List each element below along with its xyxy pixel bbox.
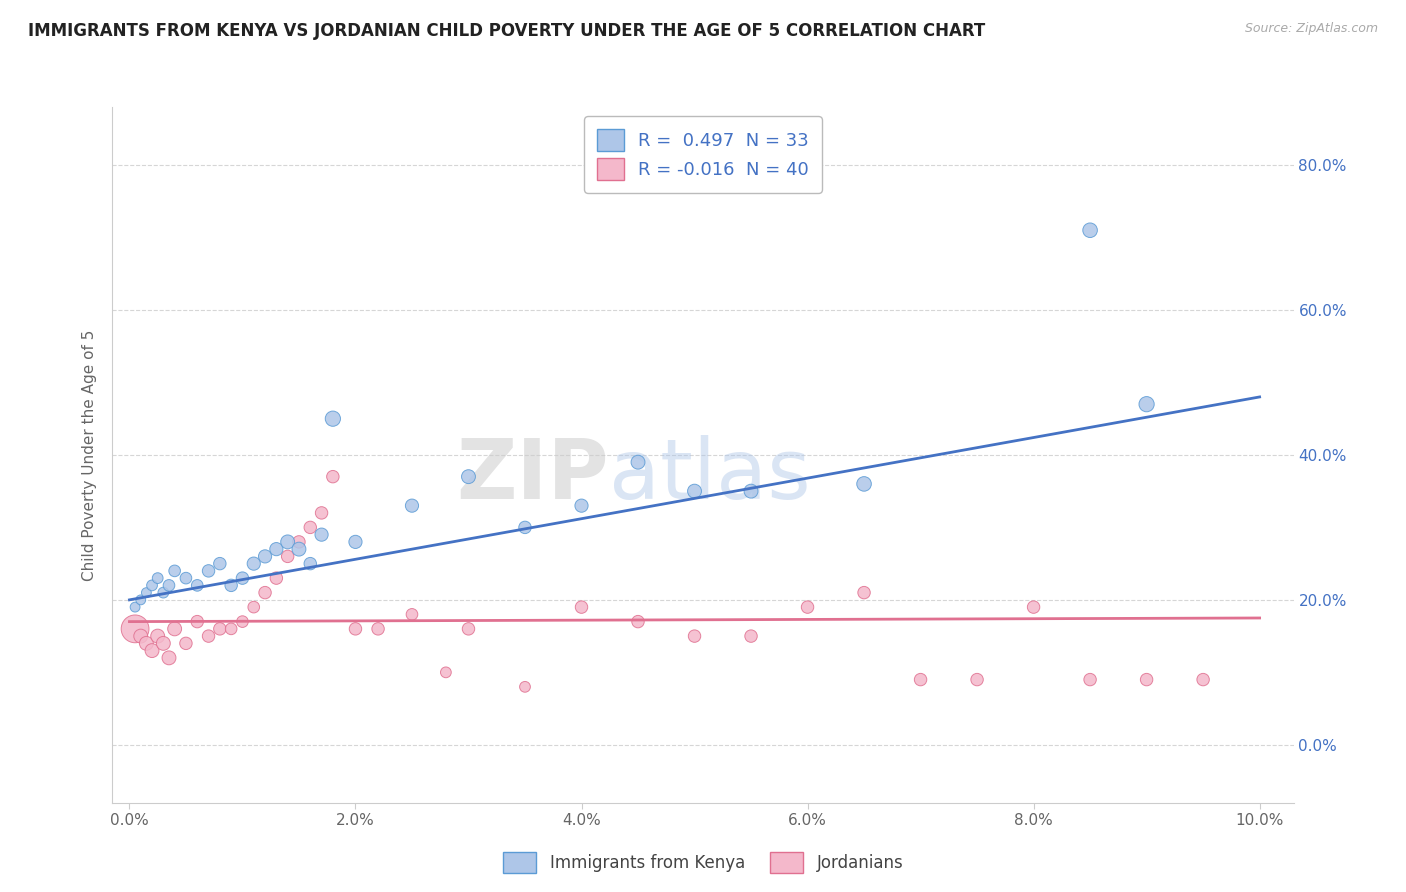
Point [311,506,333,520]
Point [740,629,762,643]
Point [311,527,333,541]
Point [513,520,536,534]
Y-axis label: Child Poverty Under the Age of 5: Child Poverty Under the Age of 5 [82,329,97,581]
Point [163,622,186,636]
Point [254,549,277,564]
Point [401,607,423,622]
Point [254,585,277,599]
Point [1192,673,1215,687]
Point [796,600,818,615]
Point [146,629,169,643]
Point [513,680,536,694]
Point [966,673,988,687]
Point [152,636,174,650]
Point [163,564,186,578]
Point [242,557,264,571]
Point [457,622,479,636]
Point [146,571,169,585]
Point [853,585,876,599]
Point [457,469,479,483]
Text: IMMIGRANTS FROM KENYA VS JORDANIAN CHILD POVERTY UNDER THE AGE OF 5 CORRELATION : IMMIGRANTS FROM KENYA VS JORDANIAN CHILD… [28,22,986,40]
Point [124,622,146,636]
Point [344,534,367,549]
Point [141,643,163,657]
Point [1136,673,1159,687]
Point [197,564,219,578]
Point [231,615,253,629]
Point [277,534,299,549]
Point [571,600,593,615]
Point [174,571,197,585]
Point [266,542,288,557]
Legend: Immigrants from Kenya, Jordanians: Immigrants from Kenya, Jordanians [496,846,910,880]
Text: ZIP: ZIP [456,435,609,516]
Point [322,469,344,483]
Point [219,622,242,636]
Point [208,557,231,571]
Point [299,557,322,571]
Point [152,585,174,599]
Point [910,673,932,687]
Point [367,622,389,636]
Point [135,585,157,599]
Point [157,651,180,665]
Point [231,571,253,585]
Point [129,592,152,607]
Point [277,549,299,564]
Point [627,455,650,469]
Point [740,484,762,499]
Point [322,411,344,425]
Point [135,636,157,650]
Point [299,520,322,534]
Text: atlas: atlas [609,435,810,516]
Text: Source: ZipAtlas.com: Source: ZipAtlas.com [1244,22,1378,36]
Point [853,476,876,491]
Point [1078,673,1101,687]
Point [683,484,706,499]
Point [683,629,706,643]
Point [141,578,163,592]
Point [434,665,457,680]
Point [1078,223,1101,237]
Point [129,629,152,643]
Point [174,636,197,650]
Point [197,629,219,643]
Point [1136,397,1159,411]
Point [186,615,208,629]
Point [401,499,423,513]
Point [627,615,650,629]
Point [571,499,593,513]
Point [288,534,311,549]
Point [344,622,367,636]
Point [208,622,231,636]
Point [124,600,146,615]
Legend: R =  0.497  N = 33, R = -0.016  N = 40: R = 0.497 N = 33, R = -0.016 N = 40 [585,116,821,193]
Point [186,578,208,592]
Point [219,578,242,592]
Point [1022,600,1045,615]
Point [266,571,288,585]
Point [288,542,311,557]
Point [157,578,180,592]
Point [242,600,264,615]
